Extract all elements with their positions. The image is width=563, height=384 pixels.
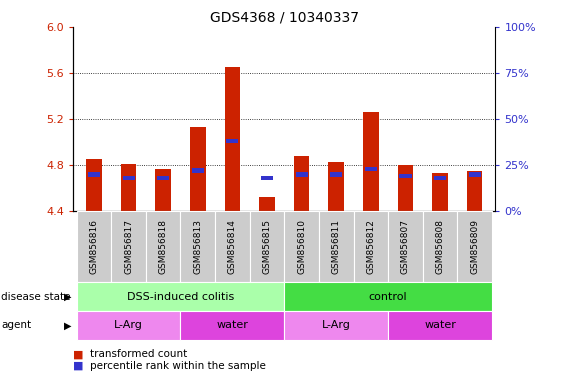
Bar [363,112,379,211]
Text: agent: agent [1,320,32,331]
Title: GDS4368 / 10340337: GDS4368 / 10340337 [210,10,359,24]
Text: DSS-induced colitis: DSS-induced colitis [127,291,234,302]
Text: percentile rank within the sample: percentile rank within the sample [90,361,266,371]
Bar [468,172,481,177]
Text: ■: ■ [73,361,84,371]
Text: GSM856813: GSM856813 [193,219,202,274]
Text: control: control [369,291,408,302]
Bar [434,176,446,180]
Text: L-Arg: L-Arg [322,320,351,331]
Bar [328,162,344,211]
Text: disease state: disease state [1,291,70,302]
Text: GSM856811: GSM856811 [332,219,341,274]
Text: L-Arg: L-Arg [114,320,143,331]
Bar [261,176,273,180]
Bar [432,173,448,211]
Bar [365,167,377,171]
Text: transformed count: transformed count [90,349,187,359]
Bar [190,127,205,211]
Bar [225,67,240,211]
Text: ▶: ▶ [64,291,71,302]
Bar [259,197,275,211]
Text: ■: ■ [73,349,84,359]
Bar [123,176,135,180]
Bar [296,172,307,177]
Text: water: water [424,320,456,331]
Text: GSM856809: GSM856809 [470,219,479,274]
Text: GSM856808: GSM856808 [436,219,445,274]
Bar [86,159,102,211]
Text: GSM856814: GSM856814 [228,219,237,274]
Text: GSM856815: GSM856815 [262,219,271,274]
Text: GSM856807: GSM856807 [401,219,410,274]
Bar [157,176,169,180]
Text: GSM856818: GSM856818 [159,219,168,274]
Bar [330,172,342,177]
Bar [467,171,482,211]
Text: GSM856812: GSM856812 [367,219,376,274]
Bar [294,156,310,211]
Bar [226,139,239,144]
Text: GSM856810: GSM856810 [297,219,306,274]
Text: GSM856817: GSM856817 [124,219,133,274]
Bar [192,168,204,173]
Text: water: water [216,320,248,331]
Text: GSM856816: GSM856816 [90,219,99,274]
Bar [399,174,412,179]
Bar [397,165,413,211]
Bar [88,172,100,177]
Bar [155,169,171,211]
Text: ▶: ▶ [64,320,71,331]
Bar [121,164,136,211]
